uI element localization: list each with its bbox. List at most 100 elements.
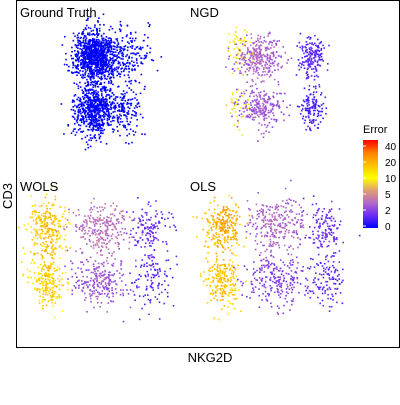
data-point bbox=[90, 48, 93, 50]
data-point bbox=[306, 213, 308, 216]
data-point bbox=[105, 40, 108, 43]
data-point bbox=[82, 116, 84, 118]
data-point bbox=[305, 41, 308, 43]
data-point bbox=[44, 265, 47, 267]
data-point bbox=[137, 242, 139, 244]
data-point bbox=[96, 65, 99, 67]
data-point bbox=[119, 62, 121, 64]
data-point bbox=[110, 120, 112, 123]
data-point bbox=[82, 119, 85, 121]
data-point bbox=[323, 240, 325, 243]
data-point bbox=[110, 124, 112, 126]
data-point bbox=[147, 298, 150, 301]
data-point bbox=[93, 63, 95, 65]
data-point bbox=[116, 49, 118, 51]
data-point bbox=[135, 93, 137, 96]
data-point bbox=[133, 114, 136, 117]
data-point bbox=[87, 123, 89, 126]
data-point bbox=[89, 119, 92, 121]
data-point bbox=[278, 104, 280, 107]
data-point bbox=[317, 38, 319, 41]
data-point bbox=[227, 58, 230, 60]
data-point bbox=[108, 96, 111, 98]
data-point bbox=[98, 107, 100, 109]
data-point bbox=[30, 231, 33, 234]
data-point bbox=[132, 211, 135, 213]
data-point bbox=[272, 55, 275, 58]
data-point bbox=[98, 246, 100, 248]
data-point bbox=[307, 96, 310, 99]
data-point bbox=[248, 207, 250, 210]
data-point bbox=[232, 273, 234, 276]
data-point bbox=[295, 74, 298, 76]
data-point bbox=[42, 299, 44, 301]
data-point bbox=[101, 230, 103, 233]
data-point bbox=[120, 289, 122, 291]
data-point bbox=[316, 109, 319, 112]
data-point bbox=[148, 218, 150, 221]
data-point bbox=[128, 142, 130, 145]
data-point bbox=[115, 59, 117, 62]
data-point bbox=[81, 33, 83, 36]
data-point bbox=[119, 50, 122, 52]
data-point bbox=[143, 265, 145, 267]
data-point bbox=[274, 219, 276, 221]
data-point bbox=[131, 219, 133, 222]
data-point bbox=[235, 35, 238, 38]
data-point bbox=[101, 58, 103, 61]
data-point bbox=[255, 45, 257, 47]
data-point bbox=[227, 235, 229, 237]
data-point bbox=[87, 42, 89, 45]
data-point bbox=[279, 225, 281, 227]
data-point bbox=[317, 230, 319, 233]
data-point bbox=[64, 249, 67, 252]
data-point bbox=[122, 105, 124, 107]
data-point bbox=[122, 124, 125, 127]
data-point bbox=[51, 273, 54, 276]
data-point bbox=[91, 115, 93, 117]
data-point bbox=[312, 242, 315, 244]
data-point bbox=[223, 226, 225, 228]
data-point bbox=[44, 219, 46, 221]
data-point bbox=[87, 40, 90, 42]
data-point bbox=[252, 47, 254, 49]
data-point bbox=[126, 103, 128, 105]
data-point bbox=[95, 54, 97, 57]
data-point bbox=[94, 111, 96, 114]
data-point bbox=[307, 67, 309, 70]
data-point bbox=[131, 56, 133, 59]
data-point bbox=[293, 231, 295, 234]
data-point bbox=[148, 257, 151, 260]
data-point bbox=[67, 124, 70, 127]
data-point bbox=[106, 237, 109, 240]
data-point bbox=[312, 119, 315, 121]
data-point bbox=[334, 220, 336, 223]
data-point bbox=[96, 222, 98, 225]
data-point bbox=[235, 222, 237, 225]
data-point bbox=[234, 267, 236, 270]
data-point bbox=[281, 215, 284, 217]
data-point bbox=[305, 100, 308, 102]
data-point bbox=[217, 263, 219, 266]
data-point bbox=[42, 296, 44, 298]
data-point bbox=[152, 224, 154, 227]
data-point bbox=[202, 280, 205, 283]
data-point bbox=[85, 125, 88, 128]
data-point bbox=[131, 69, 133, 72]
data-point bbox=[110, 108, 112, 111]
data-point bbox=[111, 233, 114, 235]
data-point bbox=[75, 44, 77, 47]
data-point bbox=[220, 221, 223, 224]
data-point bbox=[101, 110, 104, 112]
data-point bbox=[228, 194, 231, 197]
data-point bbox=[250, 64, 252, 67]
data-point bbox=[301, 108, 304, 110]
data-point bbox=[137, 102, 140, 105]
data-point bbox=[277, 205, 280, 208]
data-point bbox=[233, 40, 235, 43]
data-point bbox=[41, 232, 43, 235]
data-point bbox=[321, 210, 324, 213]
data-point bbox=[313, 98, 315, 101]
data-point bbox=[101, 254, 104, 256]
data-point bbox=[54, 215, 57, 217]
